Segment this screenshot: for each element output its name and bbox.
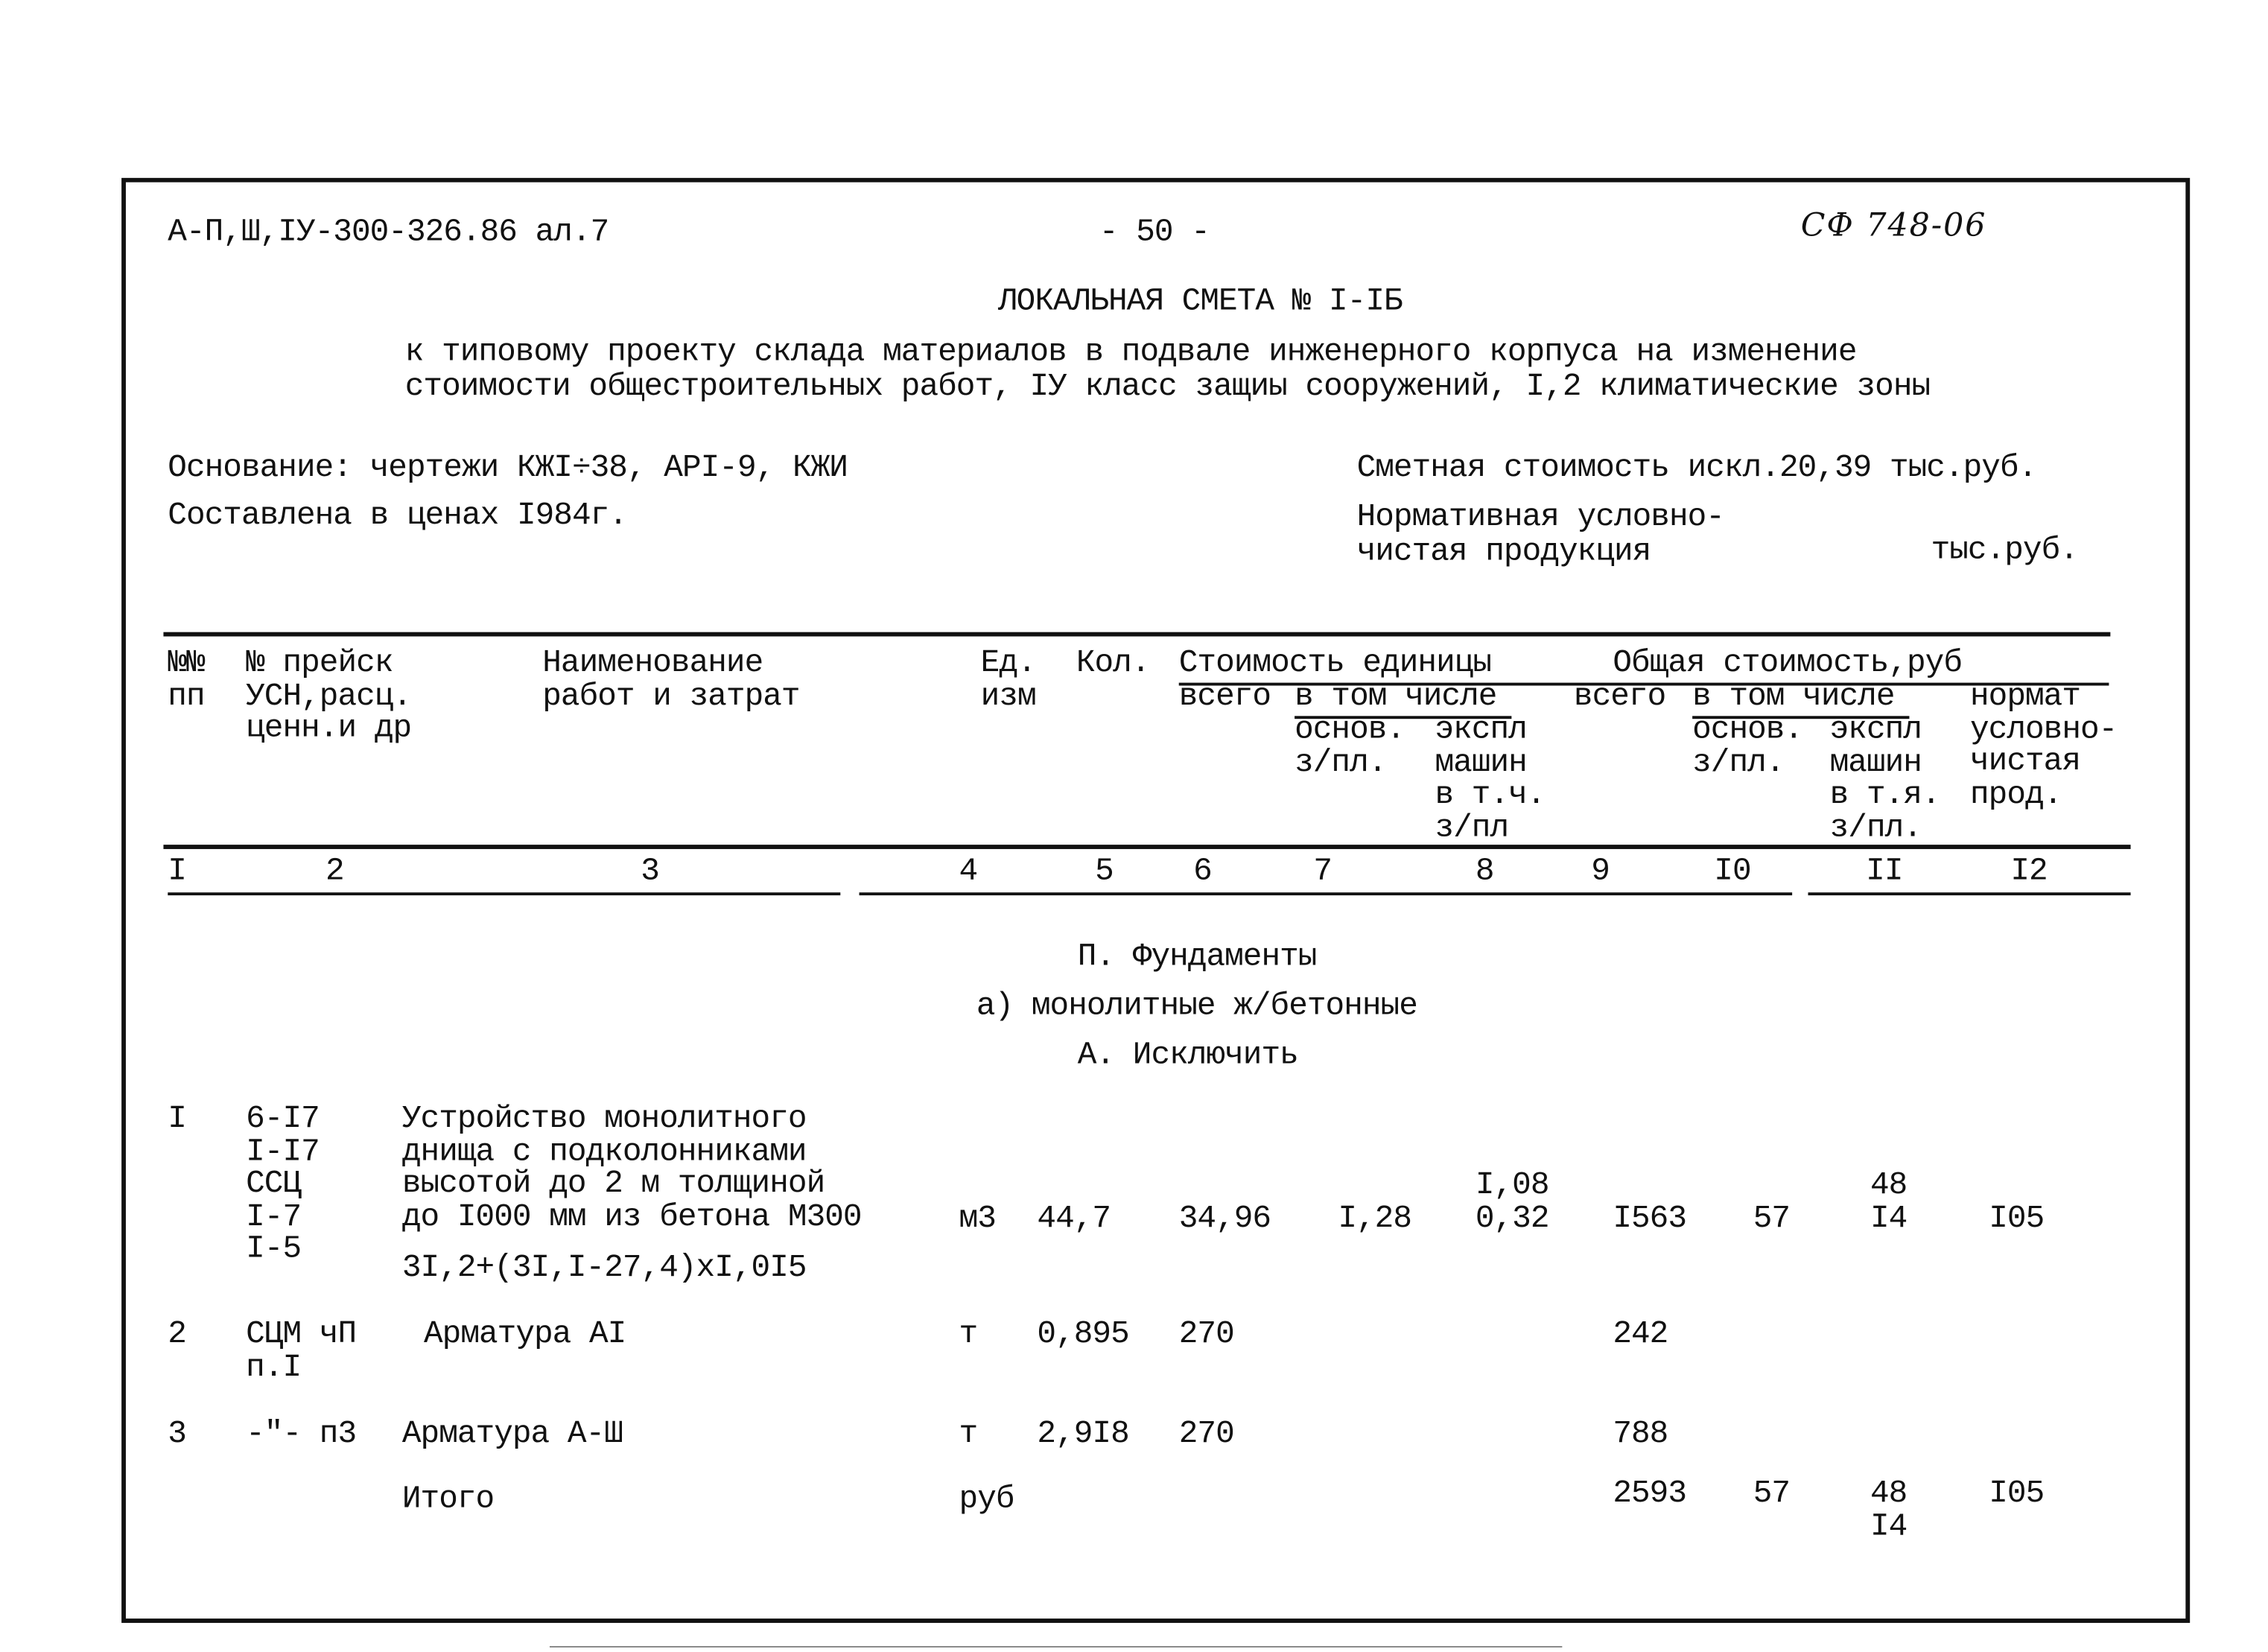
total-label: Итого: [401, 1481, 495, 1518]
col-price-ref: № прейск УСН,расц. ценн.и др: [246, 645, 412, 747]
row-unit: т: [959, 1416, 979, 1452]
column-number: I2: [2010, 853, 2048, 890]
total-unit: руб: [959, 1481, 1015, 1518]
col-no: №№ пп: [168, 645, 205, 714]
row-total-machines: 48 I4: [1870, 1167, 1908, 1236]
column-number: 4: [959, 853, 979, 890]
basis: Основание: чертежи КЖI÷38, АРI-9, КЖИ: [168, 449, 848, 486]
scan-edge-line: [549, 1645, 1563, 1648]
row-name: Арматура А-Ш: [401, 1416, 623, 1452]
unit-cost-group: Стоимость единицы: [1178, 645, 1492, 682]
row-ref: СЦМ чП п.I: [246, 1316, 357, 1385]
page-number: - 50 -: [1099, 214, 1210, 250]
col-qty: Кол.: [1076, 645, 1151, 682]
column-number: II: [1866, 853, 1903, 890]
normative-unit: тыс.руб.: [1931, 532, 2079, 569]
row-unit: т: [959, 1316, 979, 1353]
row-qty: 44,7: [1037, 1200, 1111, 1237]
total-normative-sum: I05: [1989, 1475, 2045, 1512]
unit-incl: в том числе: [1295, 678, 1497, 715]
row-unit-total: 270: [1178, 1316, 1235, 1353]
row-unit-total: 34,96: [1178, 1200, 1271, 1237]
row-no: 2: [168, 1316, 187, 1353]
row-unit-machines: I,08 0,32: [1475, 1167, 1550, 1236]
handwritten-code: СФ 748-06: [1800, 208, 1987, 245]
subsection-title: а) монолитные ж/бетонные: [976, 988, 1418, 1024]
row-ref: 6-I7 I-I7 ССЦ I-7 I-5: [246, 1100, 320, 1268]
unit-incl-rule: [1295, 716, 1512, 719]
col-name: Наименование работ и затрат: [542, 645, 800, 714]
column-number: 9: [1591, 853, 1610, 890]
unit-wages: основ. з/пл.: [1295, 711, 1405, 781]
column-number: 3: [641, 853, 660, 890]
section-title: П. Фундаменты: [1077, 938, 1318, 975]
row-formula: 3I,2+(3I,I-27,4)хI,0I5: [401, 1249, 807, 1286]
normative-label: Нормативная условно- чистая продукция: [1356, 498, 1725, 571]
row-total-normative: I05: [1989, 1200, 2045, 1237]
row-name: Арматура АI: [424, 1316, 626, 1353]
row-total: I563: [1613, 1200, 1687, 1237]
total-machines: экспл машин в т.я. з/пл.: [1829, 711, 1941, 846]
total-cost-group: Общая стоимость,руб: [1613, 645, 1963, 682]
total-total: всего: [1573, 678, 1666, 715]
action-title: А. Исключить: [1077, 1037, 1299, 1073]
cost-group-rule: [1178, 682, 2109, 686]
column-number: 7: [1313, 853, 1332, 890]
total-incl: в том числе: [1692, 678, 1895, 715]
column-number: I: [168, 853, 187, 890]
doc-title: ЛОКАЛЬНАЯ СМЕТА № I-IБ: [997, 283, 1403, 320]
column-number: 8: [1475, 853, 1495, 890]
doc-code: А-П,Ш,IУ-300-326.86 ал.7: [168, 214, 609, 250]
row-unit-wages: I,28: [1338, 1200, 1412, 1237]
row-unit: м3: [959, 1200, 997, 1237]
row-total: 242: [1613, 1316, 1668, 1353]
row-ref: -"- п3: [246, 1416, 357, 1452]
colnum-rule-2: [859, 892, 1793, 896]
row-qty: 2,9I8: [1037, 1416, 1129, 1452]
total-normative: нормат условно- чистая прод.: [1970, 678, 2118, 813]
column-number: 2: [325, 853, 345, 890]
row-unit-total: 270: [1178, 1416, 1235, 1452]
colnum-rule-3: [1808, 892, 2131, 896]
unit-machines: экспл машин в т.ч. з/пл: [1435, 711, 1546, 846]
doc-subtitle-1: к типовому проекту склада материалов в п…: [404, 334, 1858, 371]
row-name: Устройство монолитного днища с подколонн…: [401, 1100, 863, 1235]
total-wages: основ. з/пл.: [1692, 711, 1803, 781]
prices-year: Составлена в ценах I984г.: [168, 498, 628, 534]
column-number: I0: [1714, 853, 1751, 890]
total-machines-sum: 48 I4: [1870, 1475, 1908, 1545]
total-incl-rule: [1692, 716, 1910, 719]
total-sum: 2593: [1613, 1475, 1687, 1512]
row-no: 3: [168, 1416, 187, 1452]
doc-subtitle-2: стоимости общестроительных работ, IУ кла…: [404, 369, 1931, 405]
colnum-rule-1: [168, 892, 841, 896]
header-bottom-rule: [163, 845, 2131, 849]
col-unit: Ед. изм: [980, 645, 1037, 714]
row-no: I: [168, 1100, 187, 1137]
column-number: 6: [1193, 853, 1213, 890]
page-frame: [121, 177, 2191, 1623]
estimated-cost: Сметная стоимость искл.20,39 тыс.руб.: [1356, 449, 2038, 486]
total-wages-sum: 57: [1753, 1475, 1791, 1512]
row-total: 788: [1613, 1416, 1668, 1452]
unit-total: всего: [1178, 678, 1271, 715]
header-top-rule: [163, 632, 2111, 637]
column-number: 5: [1095, 853, 1114, 890]
row-qty: 0,895: [1037, 1316, 1129, 1353]
row-total-wages: 57: [1753, 1200, 1791, 1237]
